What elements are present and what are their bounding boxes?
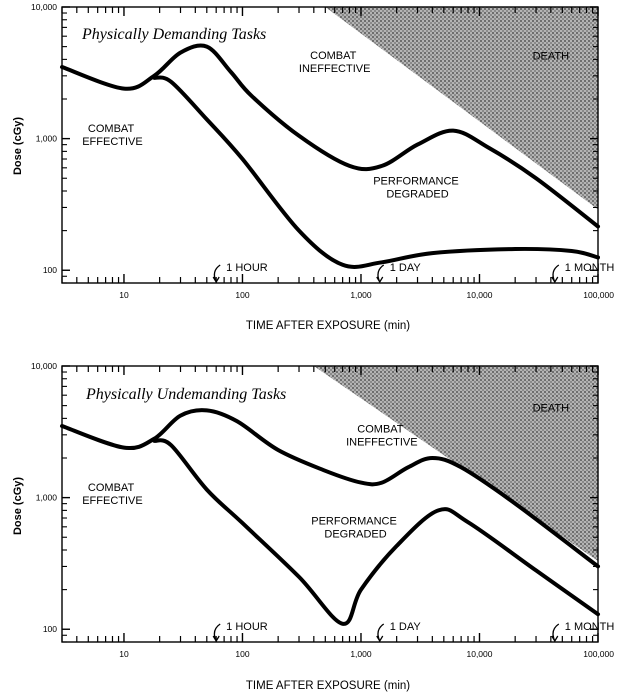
y-axis-label: Dose (cGy) <box>12 477 24 535</box>
x-tick-1000: 1,000 <box>350 649 372 659</box>
marker-1-month: 1 MONTH <box>551 262 615 284</box>
marker-1-month: 1 MONTH <box>551 621 615 643</box>
y-tick-100: 100 <box>43 624 57 634</box>
marker-label: 1 DAY <box>390 621 422 633</box>
marker-label: 1 HOUR <box>226 262 268 274</box>
region-label-combat-ineffective: COMBAT INEFFECTIVE <box>299 50 371 75</box>
x-tick-100000: 100,000 <box>583 649 614 659</box>
x-tick-10000: 10,000 <box>466 290 492 300</box>
x-tick-100: 100 <box>235 649 249 659</box>
plot-frame <box>61 6 599 284</box>
marker-1-day: 1 DAY <box>376 262 422 284</box>
chart-title: Physically Demanding Tasks <box>81 26 266 43</box>
marker-label: 1 DAY <box>390 262 422 274</box>
y-tick-1000: 1,000 <box>36 493 58 503</box>
region-label-death: DEATH <box>533 403 570 415</box>
death-region <box>325 7 598 210</box>
region-label-death: DEATH <box>533 50 570 62</box>
region-label-combat-ineffective: COMBAT INEFFECTIVE <box>346 423 418 448</box>
x-tick-10: 10 <box>119 649 129 659</box>
plot-frame <box>61 365 599 643</box>
marker-label: 1 HOUR <box>226 621 268 633</box>
chart-top: Physically Demanding Tasks Dose (cGy) TI… <box>12 2 615 332</box>
marker-1-hour: 1 HOUR <box>212 621 268 643</box>
x-axis-label: TIME AFTER EXPOSURE (min) <box>246 320 410 332</box>
marker-label: 1 MONTH <box>565 262 615 274</box>
x-tick-100000: 100,000 <box>583 290 614 300</box>
x-tick-10: 10 <box>119 290 129 300</box>
marker-1-hour: 1 HOUR <box>212 262 268 284</box>
minor-ticks <box>61 6 599 284</box>
region-label-combat-effective: COMBAT EFFECTIVE <box>82 482 143 507</box>
chart-title: Physically Undemanding Tasks <box>85 386 286 403</box>
performance-degraded-curve <box>152 75 600 269</box>
x-tick-10000: 10,000 <box>466 649 492 659</box>
y-tick-1000: 1,000 <box>36 134 58 144</box>
region-label-performance-degraded: PERFORMANCE DEGRADED <box>311 515 400 540</box>
marker-label: 1 MONTH <box>565 621 615 633</box>
x-axis-label: TIME AFTER EXPOSURE (min) <box>246 680 410 692</box>
region-label-combat-effective: COMBAT EFFECTIVE <box>82 123 143 148</box>
combat-ineffective-curve <box>60 43 600 229</box>
x-tick-100: 100 <box>235 290 249 300</box>
marker-1-day: 1 DAY <box>376 621 422 643</box>
region-label-performance-degraded: PERFORMANCE DEGRADED <box>373 176 462 201</box>
y-tick-10000: 10,000 <box>31 2 57 12</box>
y-tick-100: 100 <box>43 265 57 275</box>
combat-ineffective-curve <box>60 408 600 569</box>
x-tick-1000: 1,000 <box>350 290 372 300</box>
performance-degraded-curve <box>152 438 600 626</box>
y-tick-10000: 10,000 <box>31 361 57 371</box>
y-axis-label: Dose (cGy) <box>12 117 24 175</box>
chart-bottom: Physically Undemanding Tasks Dose (cGy) … <box>12 361 615 692</box>
minor-ticks <box>61 365 599 643</box>
